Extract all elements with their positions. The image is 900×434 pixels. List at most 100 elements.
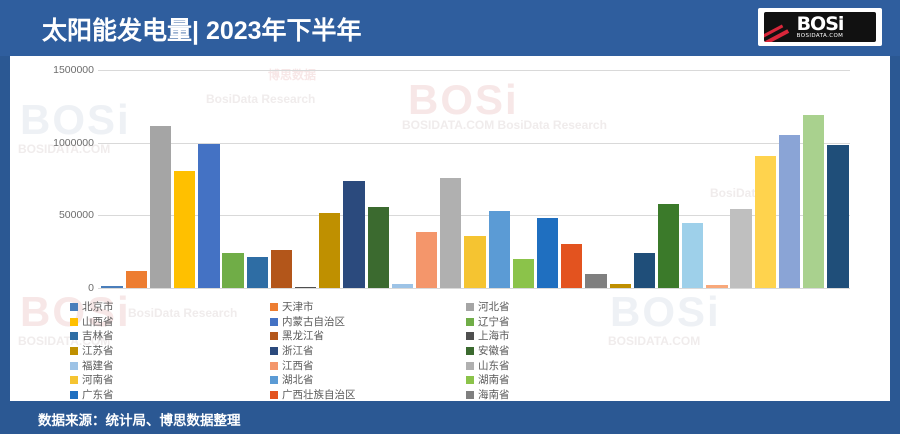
gridline-0 xyxy=(98,288,850,289)
legend-swatch-icon xyxy=(70,390,78,399)
legend-item-黑龙江省[interactable]: 黑龙江省 xyxy=(270,329,466,344)
legend-item-label: 湖北省 xyxy=(282,374,314,387)
legend-item-河南省[interactable]: 河南省 xyxy=(70,373,270,388)
bar-天津市[interactable] xyxy=(125,270,147,288)
legend-swatch-icon xyxy=(466,332,474,341)
bar-黑龙江省[interactable] xyxy=(270,250,293,288)
bar-浙江省[interactable] xyxy=(343,181,365,288)
legend-swatch-icon xyxy=(70,347,78,356)
bar-河南省[interactable] xyxy=(464,235,486,288)
bar-西藏自治区[interactable] xyxy=(706,285,728,288)
legend-swatch-icon xyxy=(270,347,278,356)
bar-湖南省[interactable] xyxy=(512,258,535,288)
legend-item-河北省[interactable]: 河北省 xyxy=(466,300,666,315)
y-axis-tick-label: 1500000 xyxy=(53,64,94,76)
bar-福建省[interactable] xyxy=(391,284,414,288)
legend-item-label: 内蒙古自治区 xyxy=(282,315,345,328)
gridline-1000000 xyxy=(98,142,850,144)
bar-重庆市[interactable] xyxy=(609,284,631,288)
legend-swatch-icon xyxy=(466,303,474,312)
legend-swatch-icon xyxy=(466,390,474,399)
logo-wordmark: BOSi xyxy=(796,12,845,35)
legend-item-安徽省[interactable]: 安徽省 xyxy=(466,344,666,359)
bars-container xyxy=(100,70,850,288)
legend-item-吉林省[interactable]: 吉林省 xyxy=(70,329,270,344)
legend-item-label: 上海市 xyxy=(478,330,510,343)
bar-吉林省[interactable] xyxy=(246,256,268,288)
bar-江苏省[interactable] xyxy=(319,213,341,288)
bar-河北省[interactable] xyxy=(149,125,172,288)
bar-宁夏回族自治区[interactable] xyxy=(803,115,825,288)
legend-swatch-icon xyxy=(70,317,78,326)
bar-江西省[interactable] xyxy=(415,232,438,288)
legend-item-label: 辽宁省 xyxy=(478,315,510,328)
bar-四川省[interactable] xyxy=(633,253,655,288)
legend-item-label: 河南省 xyxy=(82,374,114,387)
legend-item-山东省[interactable]: 山东省 xyxy=(466,358,666,373)
chart-legend: 北京市 天津市 河北省山西省 内蒙古自治区 辽宁省吉林省 黑龙江省 上海市江苏省 浙江省 安徽省… xyxy=(70,300,880,401)
y-axis-tick-label: 0 xyxy=(88,282,94,294)
bar-云南省[interactable] xyxy=(682,222,704,288)
bar-山东省[interactable] xyxy=(440,178,462,288)
legend-swatch-icon xyxy=(466,361,474,370)
legend-item-label: 安徽省 xyxy=(478,345,510,358)
chart-card: BOSi BOSIDATA.COM 博思数据 BosiData Research BOS… xyxy=(10,56,890,401)
bar-辽宁省[interactable] xyxy=(222,253,244,288)
legend-item-label: 吉林省 xyxy=(82,330,114,343)
bar-北京市[interactable] xyxy=(101,286,123,288)
y-axis-tick-label: 1000000 xyxy=(53,136,94,149)
legend-swatch-icon xyxy=(466,317,474,326)
logo-inner: BOSi BOSIDATA.COM xyxy=(764,12,876,42)
legend-item-江西省[interactable]: 江西省 xyxy=(270,358,466,373)
bar-青海省[interactable] xyxy=(778,135,801,288)
legend-item-label: 湖南省 xyxy=(478,374,510,387)
legend-swatch-icon xyxy=(70,332,78,341)
legend-item-广东省[interactable]: 广东省 xyxy=(70,388,270,401)
header-bar: 太阳能发电量| 2023年下半年 BOSi BOSIDATA.COM xyxy=(0,0,900,56)
bosi-logo: BOSi BOSIDATA.COM xyxy=(758,8,882,46)
logo-subtext: BOSIDATA.COM xyxy=(796,32,844,39)
bar-湖北省[interactable] xyxy=(488,210,510,288)
legend-item-广西壮族自治区[interactable]: 广西壮族自治区 xyxy=(270,388,466,401)
legend-item-辽宁省[interactable]: 辽宁省 xyxy=(466,315,666,330)
legend-item-海南省[interactable]: 海南省 xyxy=(466,388,666,401)
legend-item-label: 山西省 xyxy=(82,315,114,328)
bar-贵州省[interactable] xyxy=(657,203,680,288)
legend-item-label: 天津市 xyxy=(282,301,314,314)
bar-广西壮族自治区[interactable] xyxy=(561,243,583,288)
legend-swatch-icon xyxy=(466,376,474,385)
legend-item-label: 福建省 xyxy=(82,359,114,372)
legend-swatch-icon xyxy=(70,361,78,370)
bar-新疆维吾尔自治区[interactable] xyxy=(827,144,849,288)
bar-甘肃省[interactable] xyxy=(754,155,776,288)
legend-item-label: 江西省 xyxy=(282,359,314,372)
bar-安徽省[interactable] xyxy=(367,206,389,288)
legend-item-label: 山东省 xyxy=(478,359,510,372)
legend-item-label: 浙江省 xyxy=(282,345,314,358)
legend-item-天津市[interactable]: 天津市 xyxy=(270,300,466,315)
legend-item-湖北省[interactable]: 湖北省 xyxy=(270,373,466,388)
legend-item-label: 江苏省 xyxy=(82,345,114,358)
legend-swatch-icon xyxy=(270,390,278,399)
bar-chart-plot: 0 500000 1000000 1500000 xyxy=(10,56,890,401)
legend-item-湖南省[interactable]: 湖南省 xyxy=(466,373,666,388)
legend-item-福建省[interactable]: 福建省 xyxy=(70,358,270,373)
legend-swatch-icon xyxy=(270,332,278,341)
data-source-note: 数据来源：统计局、博思数据整理 xyxy=(38,413,241,428)
legend-item-上海市[interactable]: 上海市 xyxy=(466,329,666,344)
legend-item-浙江省[interactable]: 浙江省 xyxy=(270,344,466,359)
legend-item-label: 海南省 xyxy=(478,388,510,401)
bar-内蒙古自治区[interactable] xyxy=(198,144,220,288)
legend-item-label: 广东省 xyxy=(82,388,114,401)
bar-海南省[interactable] xyxy=(585,274,607,288)
legend-item-山西省[interactable]: 山西省 xyxy=(70,315,270,330)
bar-山西省[interactable] xyxy=(174,171,196,288)
legend-item-江苏省[interactable]: 江苏省 xyxy=(70,344,270,359)
bar-上海市[interactable] xyxy=(295,286,317,288)
legend-swatch-icon xyxy=(270,376,278,385)
legend-item-北京市[interactable]: 北京市 xyxy=(70,300,270,315)
legend-item-内蒙古自治区[interactable]: 内蒙古自治区 xyxy=(270,315,466,330)
bar-广东省[interactable] xyxy=(536,218,559,288)
bar-陕西省[interactable] xyxy=(730,208,752,288)
